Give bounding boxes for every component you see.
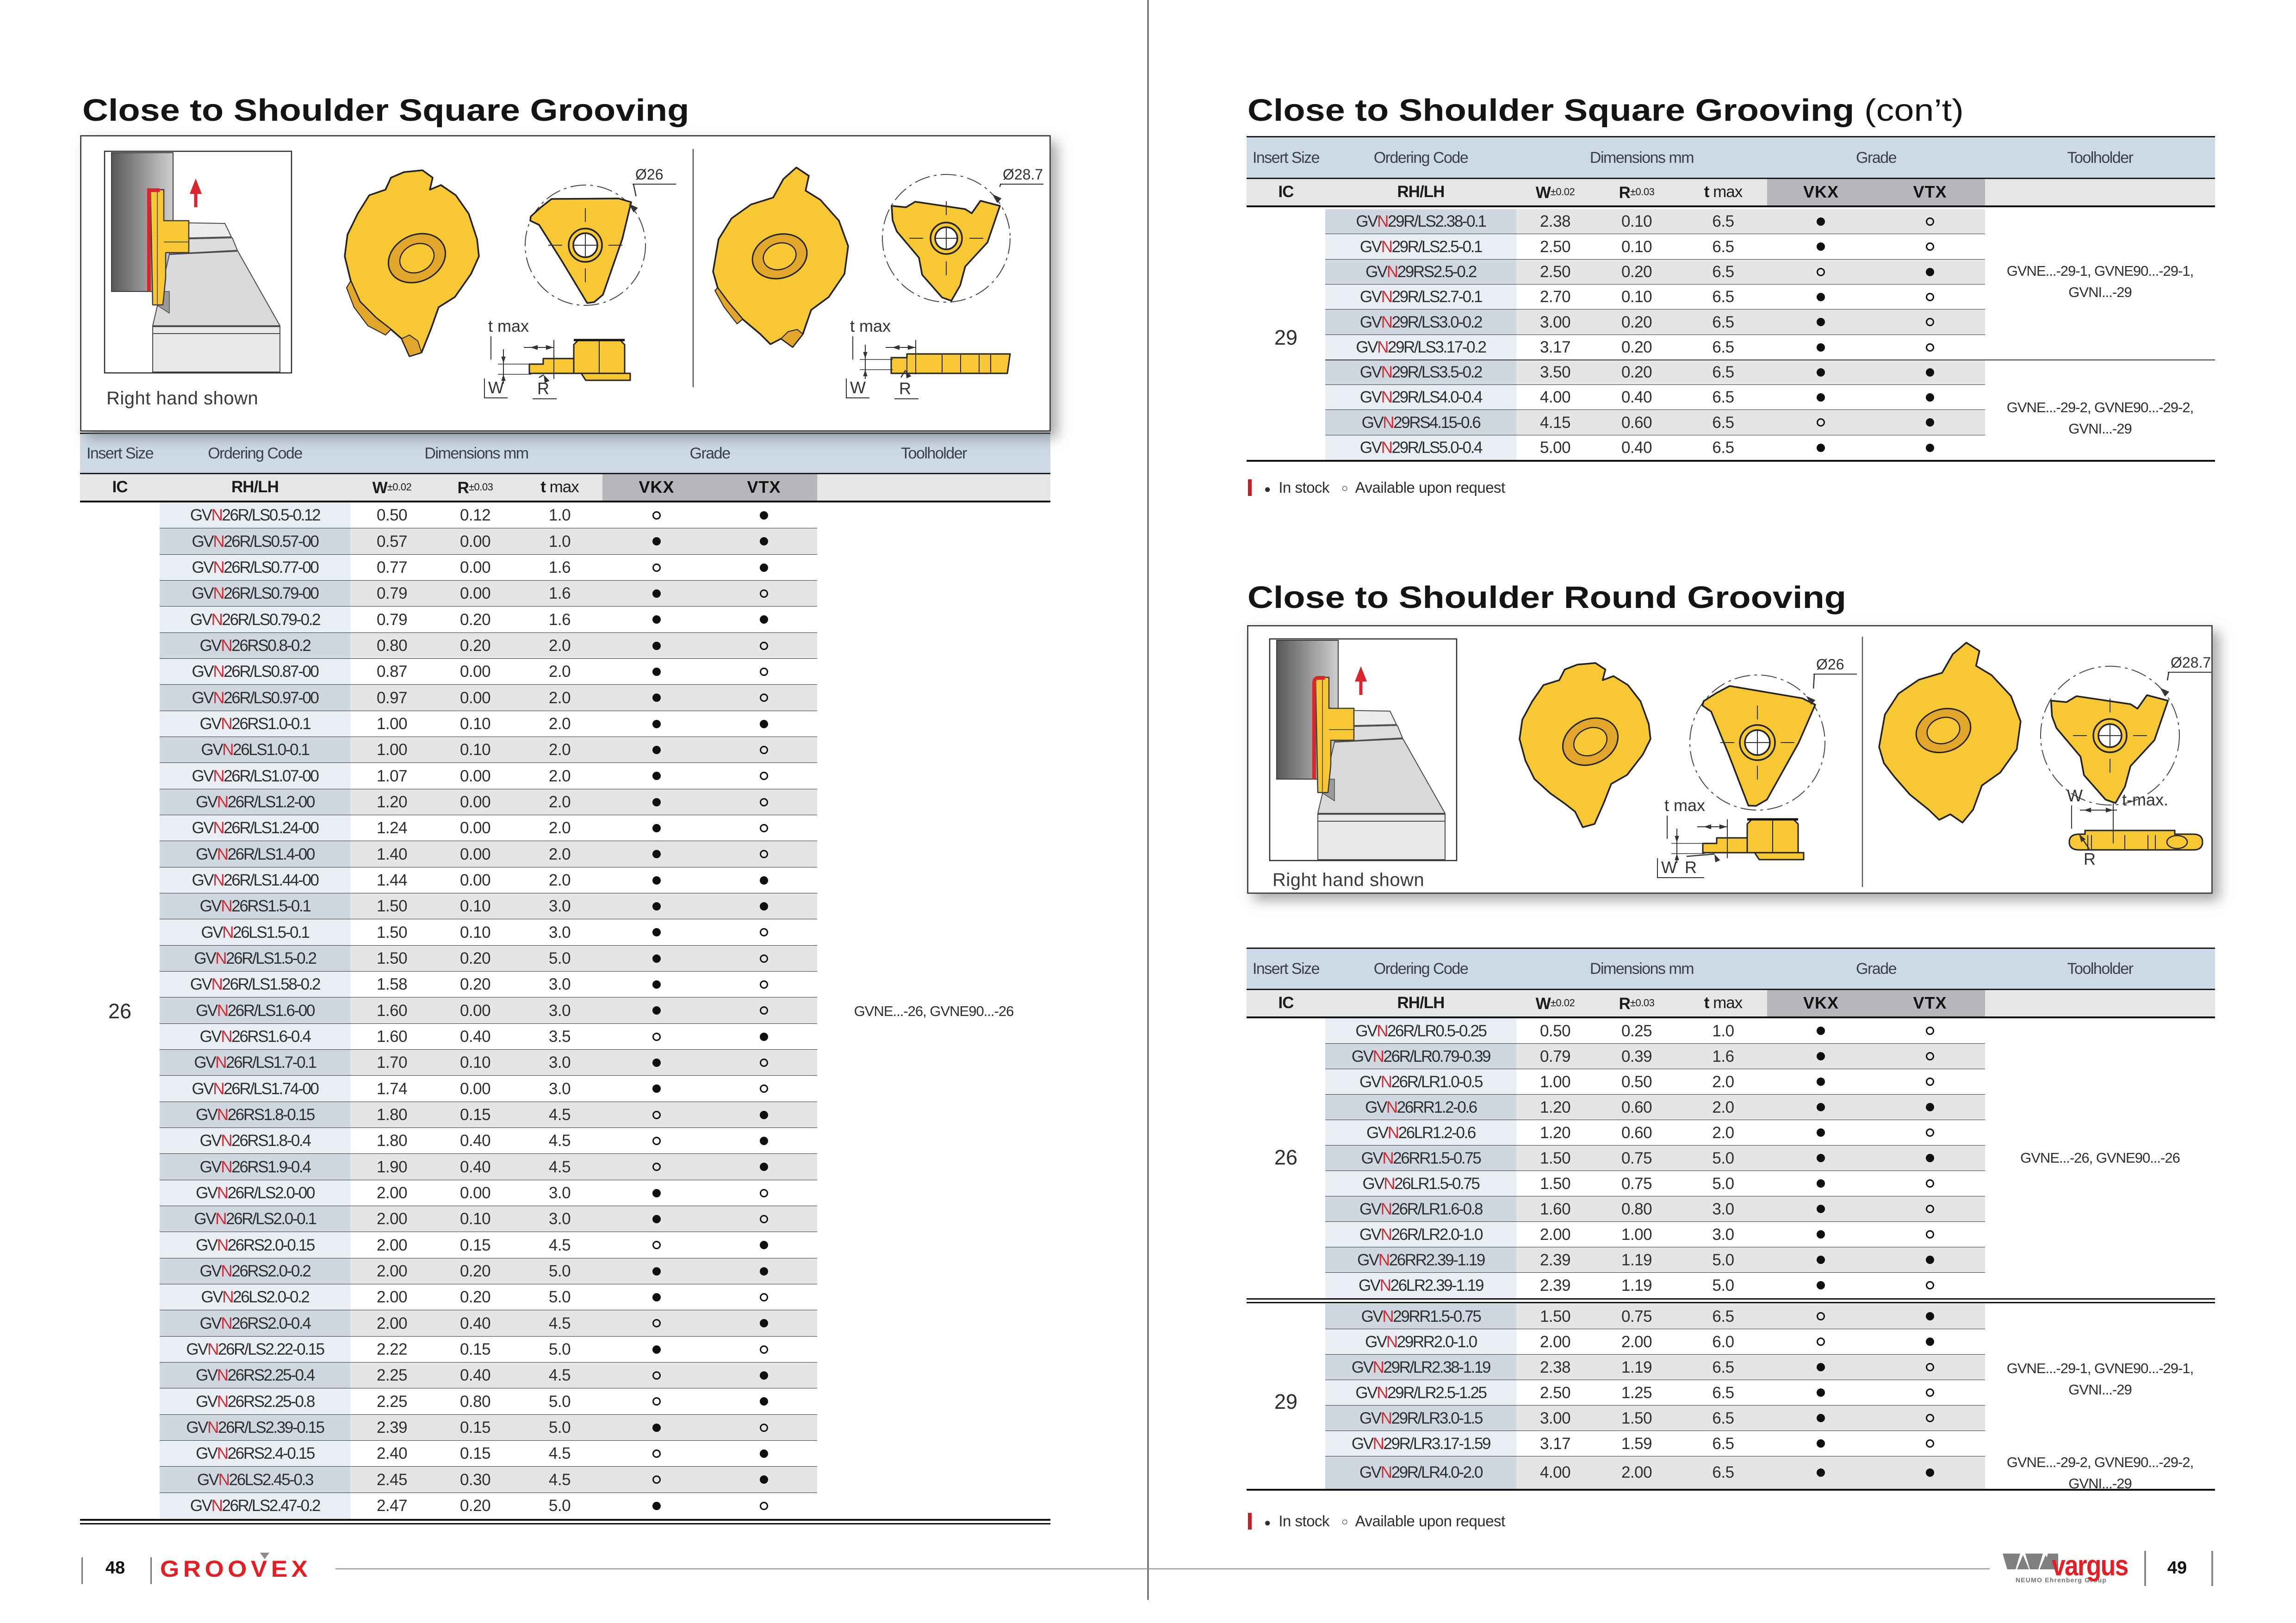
svg-text:Ø28.7: Ø28.7 <box>1003 166 1043 183</box>
svg-text:W: W <box>488 378 504 397</box>
svg-text:t-max.: t-max. <box>2122 790 2168 809</box>
svg-text:Ø26: Ø26 <box>1816 656 1844 673</box>
svg-text:W: W <box>850 378 866 397</box>
svg-text:t max: t max <box>488 316 529 335</box>
svg-text:t max: t max <box>1664 796 1705 815</box>
svg-text:R: R <box>1685 858 1697 877</box>
svg-text:vargus: vargus <box>2052 1550 2128 1582</box>
svg-text:Right hand shown: Right hand shown <box>1272 870 1424 890</box>
svg-text:R: R <box>2084 849 2096 868</box>
svg-text:R: R <box>537 379 549 398</box>
svg-text:t max: t max <box>850 316 891 335</box>
svg-text:NEUMO Ehrenberg Group: NEUMO Ehrenberg Group <box>2016 1576 2107 1584</box>
svg-text:R: R <box>899 379 911 398</box>
svg-text:W: W <box>2067 786 2083 805</box>
svg-text:Ø26: Ø26 <box>635 166 663 183</box>
svg-text:W: W <box>1661 858 1677 877</box>
svg-text:Ø28.7: Ø28.7 <box>2171 654 2211 671</box>
svg-text:Right hand shown: Right hand shown <box>106 388 258 409</box>
